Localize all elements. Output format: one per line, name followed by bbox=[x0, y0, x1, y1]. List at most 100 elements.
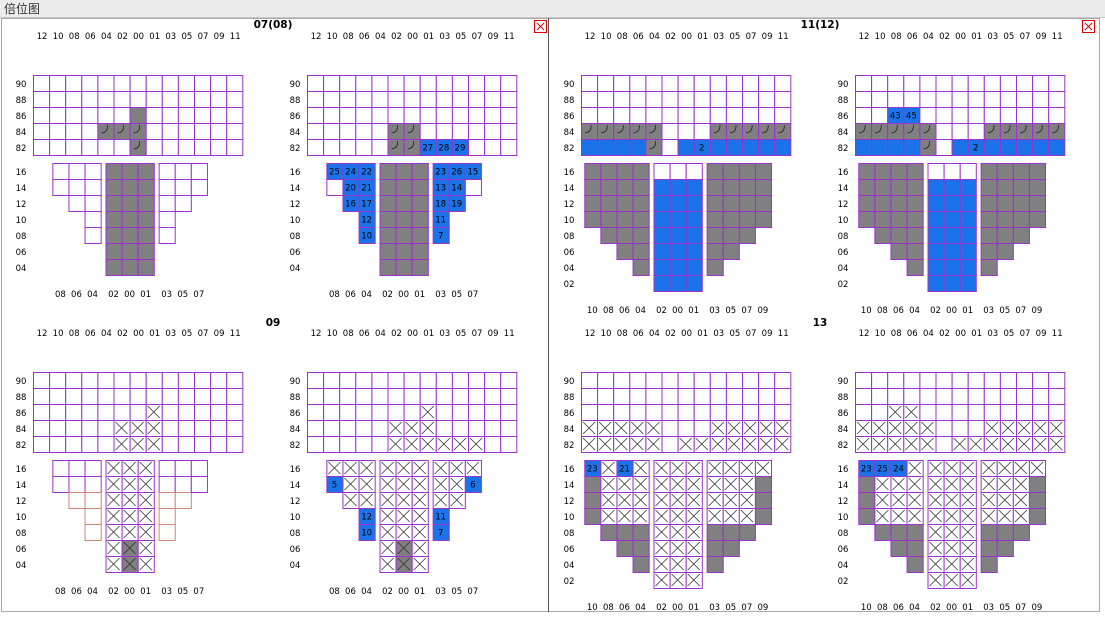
deck-slot bbox=[645, 404, 663, 421]
row-number: 00 bbox=[955, 329, 966, 339]
slot-cross-mark bbox=[655, 541, 668, 555]
hold-slot bbox=[738, 179, 756, 196]
hold-slot bbox=[358, 524, 376, 541]
row-number: 05 bbox=[1003, 32, 1014, 42]
row-number: 01 bbox=[423, 32, 434, 42]
deck-slot bbox=[145, 372, 163, 389]
lashing-mark bbox=[987, 124, 995, 134]
hold-slot bbox=[121, 211, 139, 228]
deck-slot bbox=[33, 107, 51, 124]
tier-number: 90 bbox=[564, 377, 575, 387]
hold-slot bbox=[174, 476, 192, 493]
slot-cross-mark bbox=[450, 461, 464, 475]
deck-slot bbox=[194, 404, 212, 421]
deck-slot bbox=[226, 123, 244, 140]
deck-slot bbox=[339, 139, 357, 156]
slot-cross-mark bbox=[421, 405, 435, 419]
hold-slot bbox=[1012, 195, 1030, 212]
hold-slot bbox=[980, 227, 998, 244]
deck-slot bbox=[1016, 372, 1034, 389]
deck-slot bbox=[435, 91, 453, 108]
hold-slot bbox=[379, 227, 397, 244]
deck-slot bbox=[967, 107, 985, 124]
deck-slot bbox=[774, 388, 792, 405]
deck-slot bbox=[419, 107, 437, 124]
slot-cross-mark bbox=[434, 493, 448, 507]
row-number: 03 bbox=[713, 329, 724, 339]
row-number: 08 bbox=[603, 603, 614, 613]
tier-number: 86 bbox=[838, 112, 849, 122]
container-label: 43 bbox=[890, 112, 901, 122]
row-number: 09 bbox=[762, 32, 773, 42]
slot-cross-mark bbox=[929, 477, 942, 491]
tier-number: 84 bbox=[16, 128, 27, 138]
row-number: 08 bbox=[617, 32, 628, 42]
deck-slot bbox=[1032, 372, 1050, 389]
deck-slot bbox=[161, 139, 179, 156]
hold-slot bbox=[1012, 227, 1030, 244]
deck-slot bbox=[194, 123, 212, 140]
deck-slot bbox=[967, 123, 985, 140]
hold-slot bbox=[738, 227, 756, 244]
deck-slot bbox=[81, 372, 99, 389]
slot-cross-mark bbox=[961, 541, 975, 555]
hold-slot bbox=[105, 163, 123, 180]
deck-slot bbox=[951, 123, 969, 140]
deck-slot bbox=[484, 372, 502, 389]
row-number: 02 bbox=[391, 32, 402, 42]
slot-cross-mark bbox=[908, 493, 921, 507]
hold-slot bbox=[890, 195, 908, 212]
tier-number: 82 bbox=[564, 144, 575, 154]
deck-slot bbox=[49, 139, 67, 156]
deck-slot bbox=[307, 123, 325, 140]
deck-slot bbox=[177, 75, 195, 92]
hold-slot bbox=[669, 195, 687, 212]
row-number: 01 bbox=[414, 290, 425, 300]
tier-number: 12 bbox=[16, 497, 27, 507]
deck-slot bbox=[194, 91, 212, 108]
hold-slot bbox=[1028, 476, 1047, 493]
tier-number: 86 bbox=[290, 409, 301, 419]
hold-slot bbox=[858, 195, 876, 212]
deck-slot bbox=[1032, 91, 1050, 108]
deck-slot bbox=[613, 404, 631, 421]
hold-slot bbox=[379, 211, 397, 228]
hold-slot bbox=[52, 179, 70, 196]
close-x-icon[interactable] bbox=[536, 22, 545, 31]
slot-cross-mark bbox=[631, 421, 644, 435]
hold-slot bbox=[411, 243, 429, 260]
row-number: 07 bbox=[1015, 603, 1026, 613]
deck-slot bbox=[161, 372, 179, 389]
hold-slot bbox=[358, 227, 376, 244]
deck-slot bbox=[709, 404, 727, 421]
hold-slot bbox=[858, 508, 876, 525]
deck-slot bbox=[484, 420, 502, 437]
row-number: 04 bbox=[635, 306, 646, 316]
deck-slot bbox=[1016, 107, 1034, 124]
container-label: 20 bbox=[345, 184, 356, 194]
hold-slot bbox=[890, 540, 908, 557]
row-number: 06 bbox=[85, 329, 96, 339]
row-number: 01 bbox=[962, 603, 973, 613]
deck-slot bbox=[951, 107, 969, 124]
deck-slot bbox=[81, 404, 99, 421]
deck-slot bbox=[999, 107, 1018, 124]
deck-slot bbox=[177, 372, 195, 389]
slot-cross-mark bbox=[921, 421, 934, 435]
hold-slot bbox=[959, 179, 977, 196]
deck-slot bbox=[323, 107, 341, 124]
lashing-mark bbox=[649, 140, 656, 150]
deck-slot bbox=[177, 404, 195, 421]
deck-slot bbox=[403, 107, 421, 124]
hold-slot bbox=[722, 540, 740, 557]
row-number: 01 bbox=[971, 329, 982, 339]
slot-cross-mark bbox=[413, 493, 427, 507]
deck-slot bbox=[210, 107, 228, 124]
close-x-icon[interactable] bbox=[1084, 22, 1093, 31]
hold-slot bbox=[121, 259, 139, 276]
deck-slot bbox=[419, 75, 437, 92]
deck-slot bbox=[661, 388, 679, 405]
hold-slot bbox=[584, 492, 602, 509]
deck-slot bbox=[887, 75, 905, 92]
deck-slot bbox=[451, 420, 469, 437]
